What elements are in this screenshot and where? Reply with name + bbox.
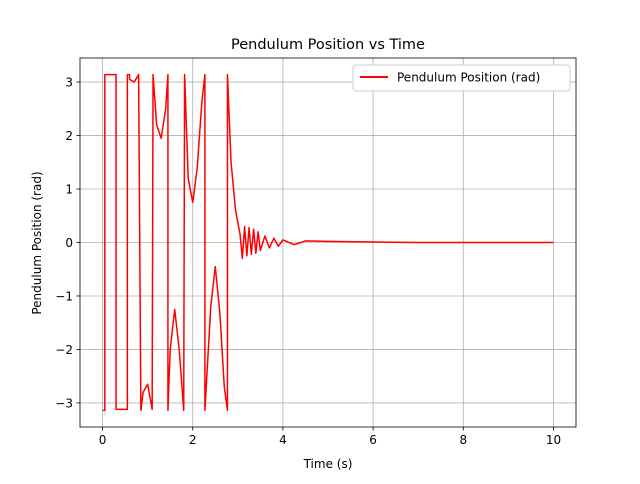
plot-area: 0 2 4 6 8 10 −3 −2 −1 0 1 2 3 bbox=[55, 57, 577, 447]
x-axis-label: Time (s) bbox=[303, 457, 353, 471]
x-tick-label: 4 bbox=[279, 433, 287, 447]
x-tick-label: 10 bbox=[546, 433, 561, 447]
series-line-0 bbox=[102, 73, 554, 412]
x-tick-label: 2 bbox=[189, 433, 197, 447]
legend: Pendulum Position (rad) bbox=[352, 64, 571, 92]
y-tick-label: 2 bbox=[65, 129, 73, 143]
y-axis-label: Pendulum Position (rad) bbox=[30, 171, 44, 314]
y-tick-label: 0 bbox=[65, 236, 73, 250]
x-tick-label: 0 bbox=[99, 433, 107, 447]
y-tick-label: −3 bbox=[55, 396, 73, 410]
legend-label: Pendulum Position (rad) bbox=[397, 71, 540, 85]
chart-title: Pendulum Position vs Time bbox=[231, 37, 425, 53]
legend-box bbox=[352, 64, 571, 92]
y-tick-label: −2 bbox=[55, 343, 73, 357]
y-tick-label: 1 bbox=[65, 183, 73, 197]
x-tick-label: 6 bbox=[369, 433, 377, 447]
x-tick-label: 8 bbox=[459, 433, 467, 447]
y-tick-label: 3 bbox=[65, 76, 73, 90]
y-tick-label: −1 bbox=[55, 289, 73, 303]
